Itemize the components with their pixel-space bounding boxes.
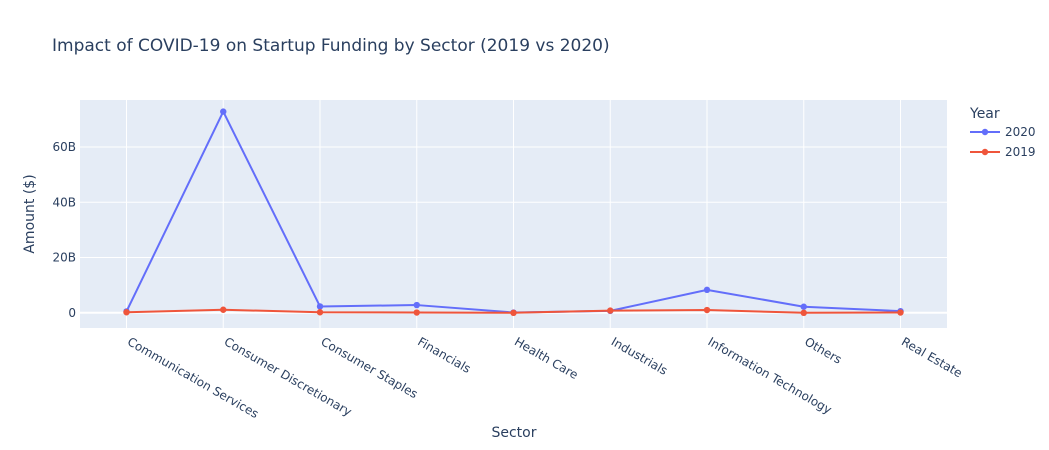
y-tick-label: 20B xyxy=(52,251,76,265)
legend-label-2020: 2020 xyxy=(1005,125,1036,139)
data-point-2020 xyxy=(800,303,807,310)
legend: Year 2020 2019 xyxy=(969,106,1036,159)
x-tick-label: Industrials xyxy=(609,334,670,377)
legend-label-2019: 2019 xyxy=(1005,145,1036,159)
legend-title: Year xyxy=(969,106,1000,122)
x-axis-title: Sector xyxy=(491,425,536,441)
series-layer xyxy=(123,108,904,316)
data-point-2020 xyxy=(220,108,227,115)
x-tick-label: Consumer Staples xyxy=(319,334,421,401)
y-axis-title: Amount ($) xyxy=(22,174,38,253)
legend-marker-2020 xyxy=(981,128,989,136)
data-point-2019 xyxy=(413,309,420,316)
data-point-2019 xyxy=(703,306,711,314)
x-tick-label: Financials xyxy=(415,334,473,376)
data-point-2019 xyxy=(316,309,324,316)
x-tick-label: Real Estate xyxy=(899,334,965,380)
data-point-2019 xyxy=(607,307,614,314)
x-tick-label: Others xyxy=(802,334,844,366)
x-tick-label: Health Care xyxy=(512,334,581,382)
data-point-2020 xyxy=(316,303,324,310)
legend-item-2019: 2019 xyxy=(970,145,1036,159)
legend-marker-2019 xyxy=(981,148,989,156)
y-axis-ticks: 0 20B 40B 60B xyxy=(52,140,76,320)
data-point-2019 xyxy=(123,309,130,316)
series-2019 xyxy=(123,306,904,316)
data-point-2019 xyxy=(800,309,807,316)
chart-title: Impact of COVID-19 on Startup Funding by… xyxy=(52,36,610,56)
data-point-2019 xyxy=(897,309,904,316)
data-point-2020 xyxy=(703,286,711,294)
y-tick-label: 60B xyxy=(52,140,76,154)
y-tick-label: 0 xyxy=(68,306,76,320)
legend-item-2020: 2020 xyxy=(970,125,1036,139)
data-point-2020 xyxy=(413,301,420,309)
data-point-2019 xyxy=(510,309,517,316)
y-tick-label: 40B xyxy=(52,195,76,209)
data-point-2019 xyxy=(220,306,227,313)
